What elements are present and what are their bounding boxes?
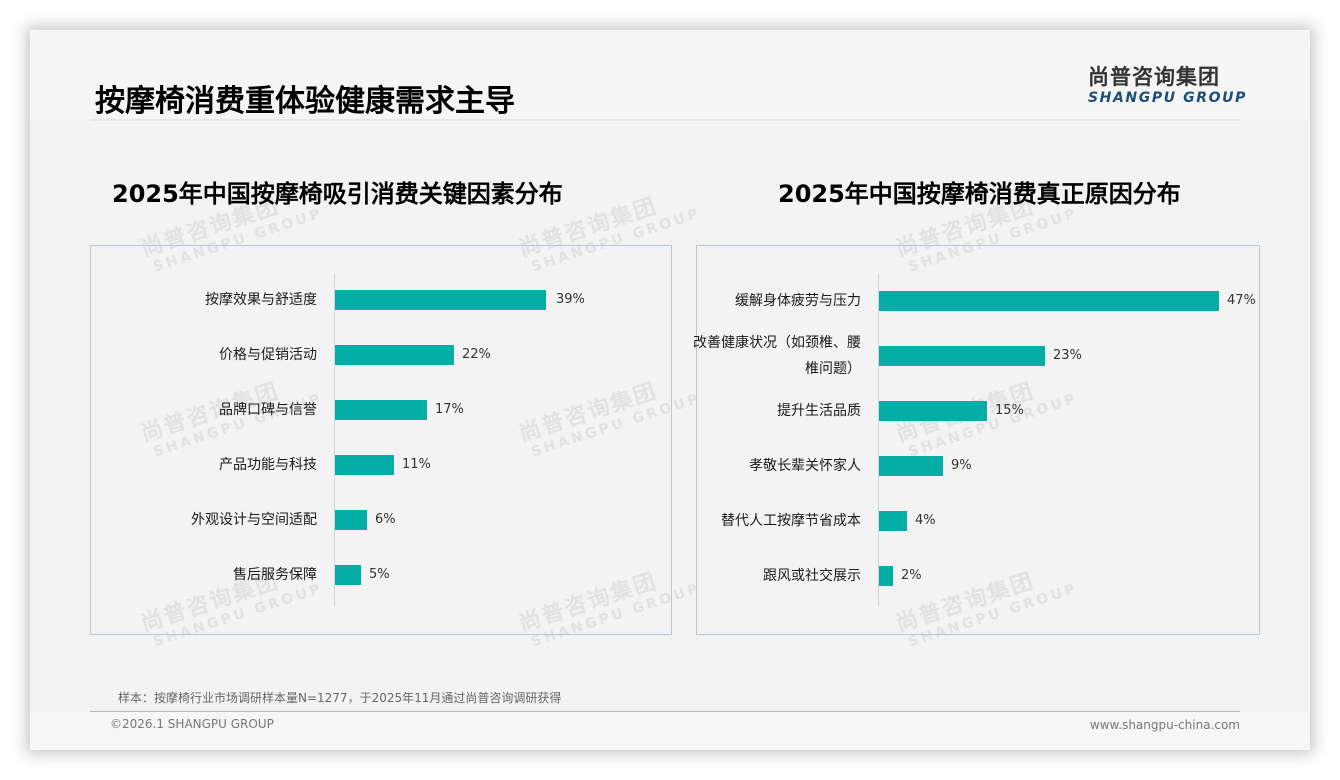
logo-cn-text: 尚普咨询集团 xyxy=(1088,65,1220,89)
value-label: 2% xyxy=(901,568,922,583)
bar xyxy=(879,401,987,421)
category-label: 价格与促销活动 xyxy=(219,347,317,363)
footer-divider xyxy=(90,711,1240,712)
bar xyxy=(879,566,893,586)
website-link[interactable]: www.shangpu-china.com xyxy=(1089,718,1240,732)
logo-en-text: SHANGPU GROUP xyxy=(1088,90,1247,106)
category-label: 缓解身体疲劳与压力 xyxy=(735,293,861,309)
category-label: 替代人工按摩节省成本 xyxy=(721,513,861,529)
page-title: 按摩椅消费重体验健康需求主导 xyxy=(95,84,515,119)
bar xyxy=(879,346,1045,366)
value-label: 4% xyxy=(915,513,936,528)
left-chart: 按摩效果与舒适度 39% 价格与促销活动 22% 品牌口碑与信誉 17% 产品功… xyxy=(90,245,672,635)
bar xyxy=(335,510,367,530)
value-label: 22% xyxy=(462,347,491,362)
copyright-text: ©2026.1 SHANGPU GROUP xyxy=(110,717,274,731)
footer-band xyxy=(30,712,1310,750)
category-label: 孝敬长辈关怀家人 xyxy=(749,458,861,474)
bar xyxy=(335,290,546,310)
category-label: 改善健康状况（如颈椎、腰椎问题） xyxy=(693,335,861,377)
value-label: 6% xyxy=(375,512,396,527)
slide: 按摩椅消费重体验健康需求主导 尚普咨询集团 SHANGPU GROUP 尚普咨询… xyxy=(30,30,1310,750)
bar xyxy=(335,565,361,585)
company-logo: 尚普咨询集团 SHANGPU GROUP xyxy=(1088,64,1248,106)
left-chart-title: 2025年中国按摩椅吸引消费关键因素分布 xyxy=(112,180,563,208)
header-band xyxy=(30,30,1310,120)
category-label: 售后服务保障 xyxy=(233,567,317,583)
right-chart: 缓解身体疲劳与压力 47% 改善健康状况（如颈椎、腰椎问题） 23% 提升生活品… xyxy=(693,245,1260,635)
category-label: 产品功能与科技 xyxy=(219,457,317,473)
bar xyxy=(335,345,454,365)
value-label: 5% xyxy=(369,567,390,582)
sample-footnote: 样本：按摩椅行业市场调研样本量N=1277，于2025年11月通过尚普咨询调研获… xyxy=(118,691,562,705)
value-label: 47% xyxy=(1227,293,1256,308)
bar xyxy=(879,291,1219,311)
category-label: 品牌口碑与信誉 xyxy=(219,402,317,418)
value-label: 17% xyxy=(435,402,464,417)
bar xyxy=(879,456,943,476)
value-label: 9% xyxy=(951,458,972,473)
category-label: 提升生活品质 xyxy=(777,403,861,419)
value-label: 39% xyxy=(556,292,585,307)
category-label: 按摩效果与舒适度 xyxy=(205,292,317,308)
value-label: 15% xyxy=(995,403,1024,418)
bar xyxy=(335,400,427,420)
bar xyxy=(335,455,394,475)
category-label: 外观设计与空间适配 xyxy=(191,512,317,528)
value-label: 11% xyxy=(402,457,431,472)
value-label: 23% xyxy=(1053,348,1082,363)
bar xyxy=(879,511,907,531)
category-label: 跟风或社交展示 xyxy=(763,568,861,584)
left-chart-axis xyxy=(334,274,335,606)
right-chart-title: 2025年中国按摩椅消费真正原因分布 xyxy=(778,180,1181,208)
right-chart-axis xyxy=(878,274,879,606)
header-divider xyxy=(90,119,1240,121)
